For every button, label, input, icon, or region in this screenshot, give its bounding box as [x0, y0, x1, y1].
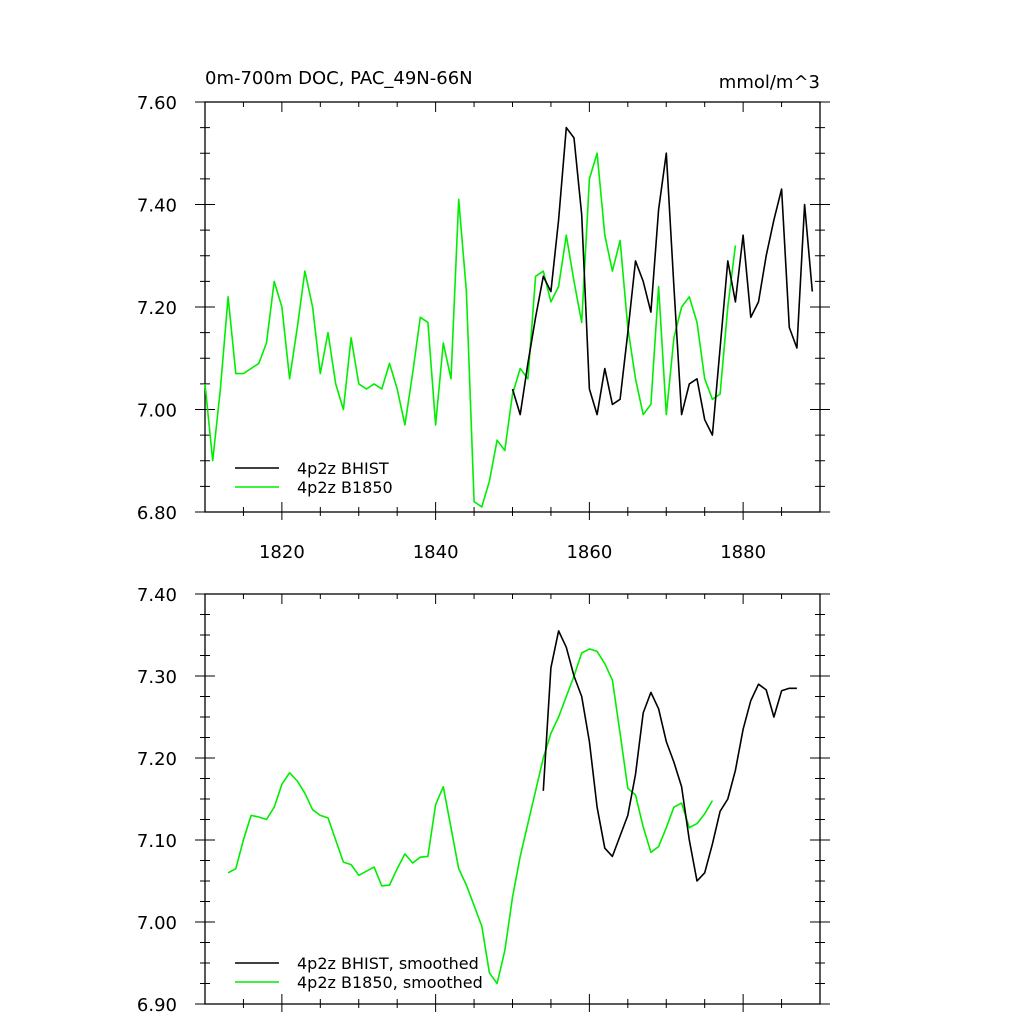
bot-y-tick-label: 7.10: [137, 831, 177, 852]
bot-series-line-bhist: [542, 630, 797, 882]
top-x-tick-label: 1840: [413, 542, 459, 563]
top-y-tick-label: 7.00: [137, 401, 177, 422]
top-legend-label: 4p2z B1850: [297, 478, 393, 497]
bot-y-tick-label: 7.30: [137, 667, 177, 688]
bot-y-tick-label: 7.00: [137, 913, 177, 934]
top-chart-series: [204, 126, 814, 508]
bot-legend-label: 4p2z B1850, smoothed: [297, 973, 483, 992]
top-y-tick-label: 7.60: [137, 93, 177, 114]
top-chart-title: 0m-700m DOC, PAC_49N-66N: [205, 68, 473, 89]
top-series-line-bhist: [511, 126, 814, 436]
bot-series-line-b1850: [227, 648, 714, 985]
top-x-tick-label: 1820: [259, 542, 305, 563]
top-chart-axes: 1820 1840 1860 1880 6.80 7.00 7.20 7.40 7.60: [137, 93, 830, 563]
bot-y-tick-label: 7.20: [137, 749, 177, 770]
bottom-chart: 6.90 7.00 7.10 7.20 7.30 7.40 4p2z BHIST, smo…: [137, 585, 830, 1016]
top-series-line-b1850: [204, 152, 737, 508]
top-chart: 0m-700m DOC, PAC_49N-66N mmol/m^3 1820 18…: [137, 68, 830, 563]
top-y-tick-label: 7.40: [137, 196, 177, 217]
bottom-chart-series: [227, 630, 797, 985]
top-y-tick-label: 7.20: [137, 298, 177, 319]
top-x-tick-label: 1880: [720, 542, 766, 563]
top-y-tick-label: 6.80: [137, 503, 177, 524]
bottom-chart-axes: 6.90 7.00 7.10 7.20 7.30 7.40: [137, 585, 830, 1016]
top-legend-label: 4p2z BHIST: [297, 459, 389, 478]
bot-legend-label: 4p2z BHIST, smoothed: [297, 954, 479, 973]
top-chart-units-label: mmol/m^3: [719, 72, 820, 93]
top-x-tick-label: 1860: [566, 542, 612, 563]
bot-y-tick-label: 6.90: [137, 995, 177, 1016]
bot-y-tick-label: 7.40: [137, 585, 177, 606]
